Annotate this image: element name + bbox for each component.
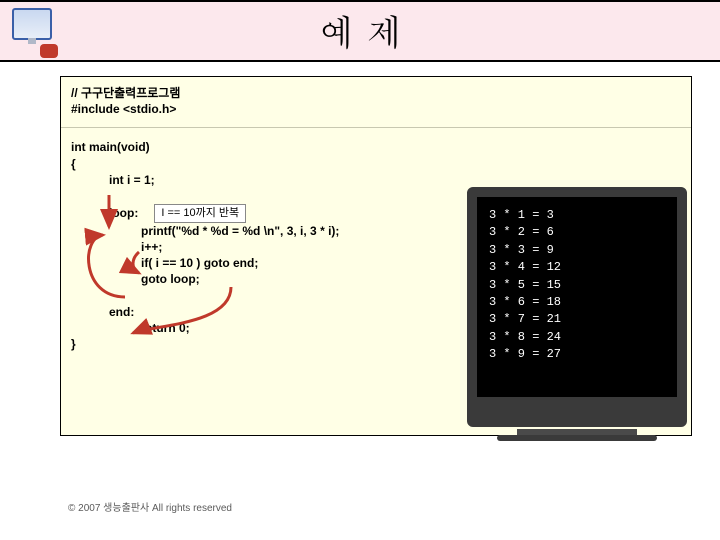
code-brace-open: {: [71, 157, 76, 171]
term-line: 3 * 1 = 3: [489, 207, 665, 224]
term-line: 3 * 4 = 12: [489, 259, 665, 276]
terminal-output: 3 * 1 = 3 3 * 2 = 6 3 * 3 = 9 3 * 4 = 12…: [467, 187, 687, 427]
term-line: 3 * 6 = 18: [489, 294, 665, 311]
code-decl: int i = 1;: [109, 173, 155, 187]
term-line: 3 * 9 = 27: [489, 346, 665, 363]
term-line: 3 * 5 = 15: [489, 277, 665, 294]
term-line: 3 * 7 = 21: [489, 311, 665, 328]
term-line: 3 * 2 = 6: [489, 224, 665, 241]
code-if: if( i == 10 ) goto end;: [141, 256, 258, 270]
footer-copyright: © 2007 생능출판사 All rights reserved: [68, 499, 232, 514]
code-inc: i++;: [141, 240, 162, 254]
code-block: // 구구단출력프로그램 #include <stdio.h> int main…: [60, 76, 692, 436]
terminal-text: 3 * 1 = 3 3 * 2 = 6 3 * 3 = 9 3 * 4 = 12…: [477, 197, 677, 374]
code-brace-close: }: [71, 337, 76, 351]
header: 예 제: [0, 0, 720, 62]
code-return: return 0;: [141, 321, 190, 335]
code-goto: goto loop;: [141, 272, 200, 286]
term-line: 3 * 8 = 24: [489, 329, 665, 346]
term-line: 3 * 3 = 9: [489, 242, 665, 259]
code-comment: // 구구단출력프로그램: [71, 86, 180, 100]
code-include: #include <stdio.h>: [71, 102, 176, 116]
code-printf: printf("%d * %d = %d \n", 3, i, 3 * i);: [141, 224, 339, 238]
computer-icon: [6, 4, 62, 60]
page-title: 예 제: [0, 2, 720, 60]
monitor-base: [497, 435, 657, 441]
code-main: int main(void): [71, 140, 150, 154]
divider: [61, 127, 691, 128]
loop-annotation: I == 10까지 반복: [154, 204, 246, 223]
code-end-label: end:: [109, 305, 134, 319]
code-loop-label: loop:: [109, 205, 138, 221]
